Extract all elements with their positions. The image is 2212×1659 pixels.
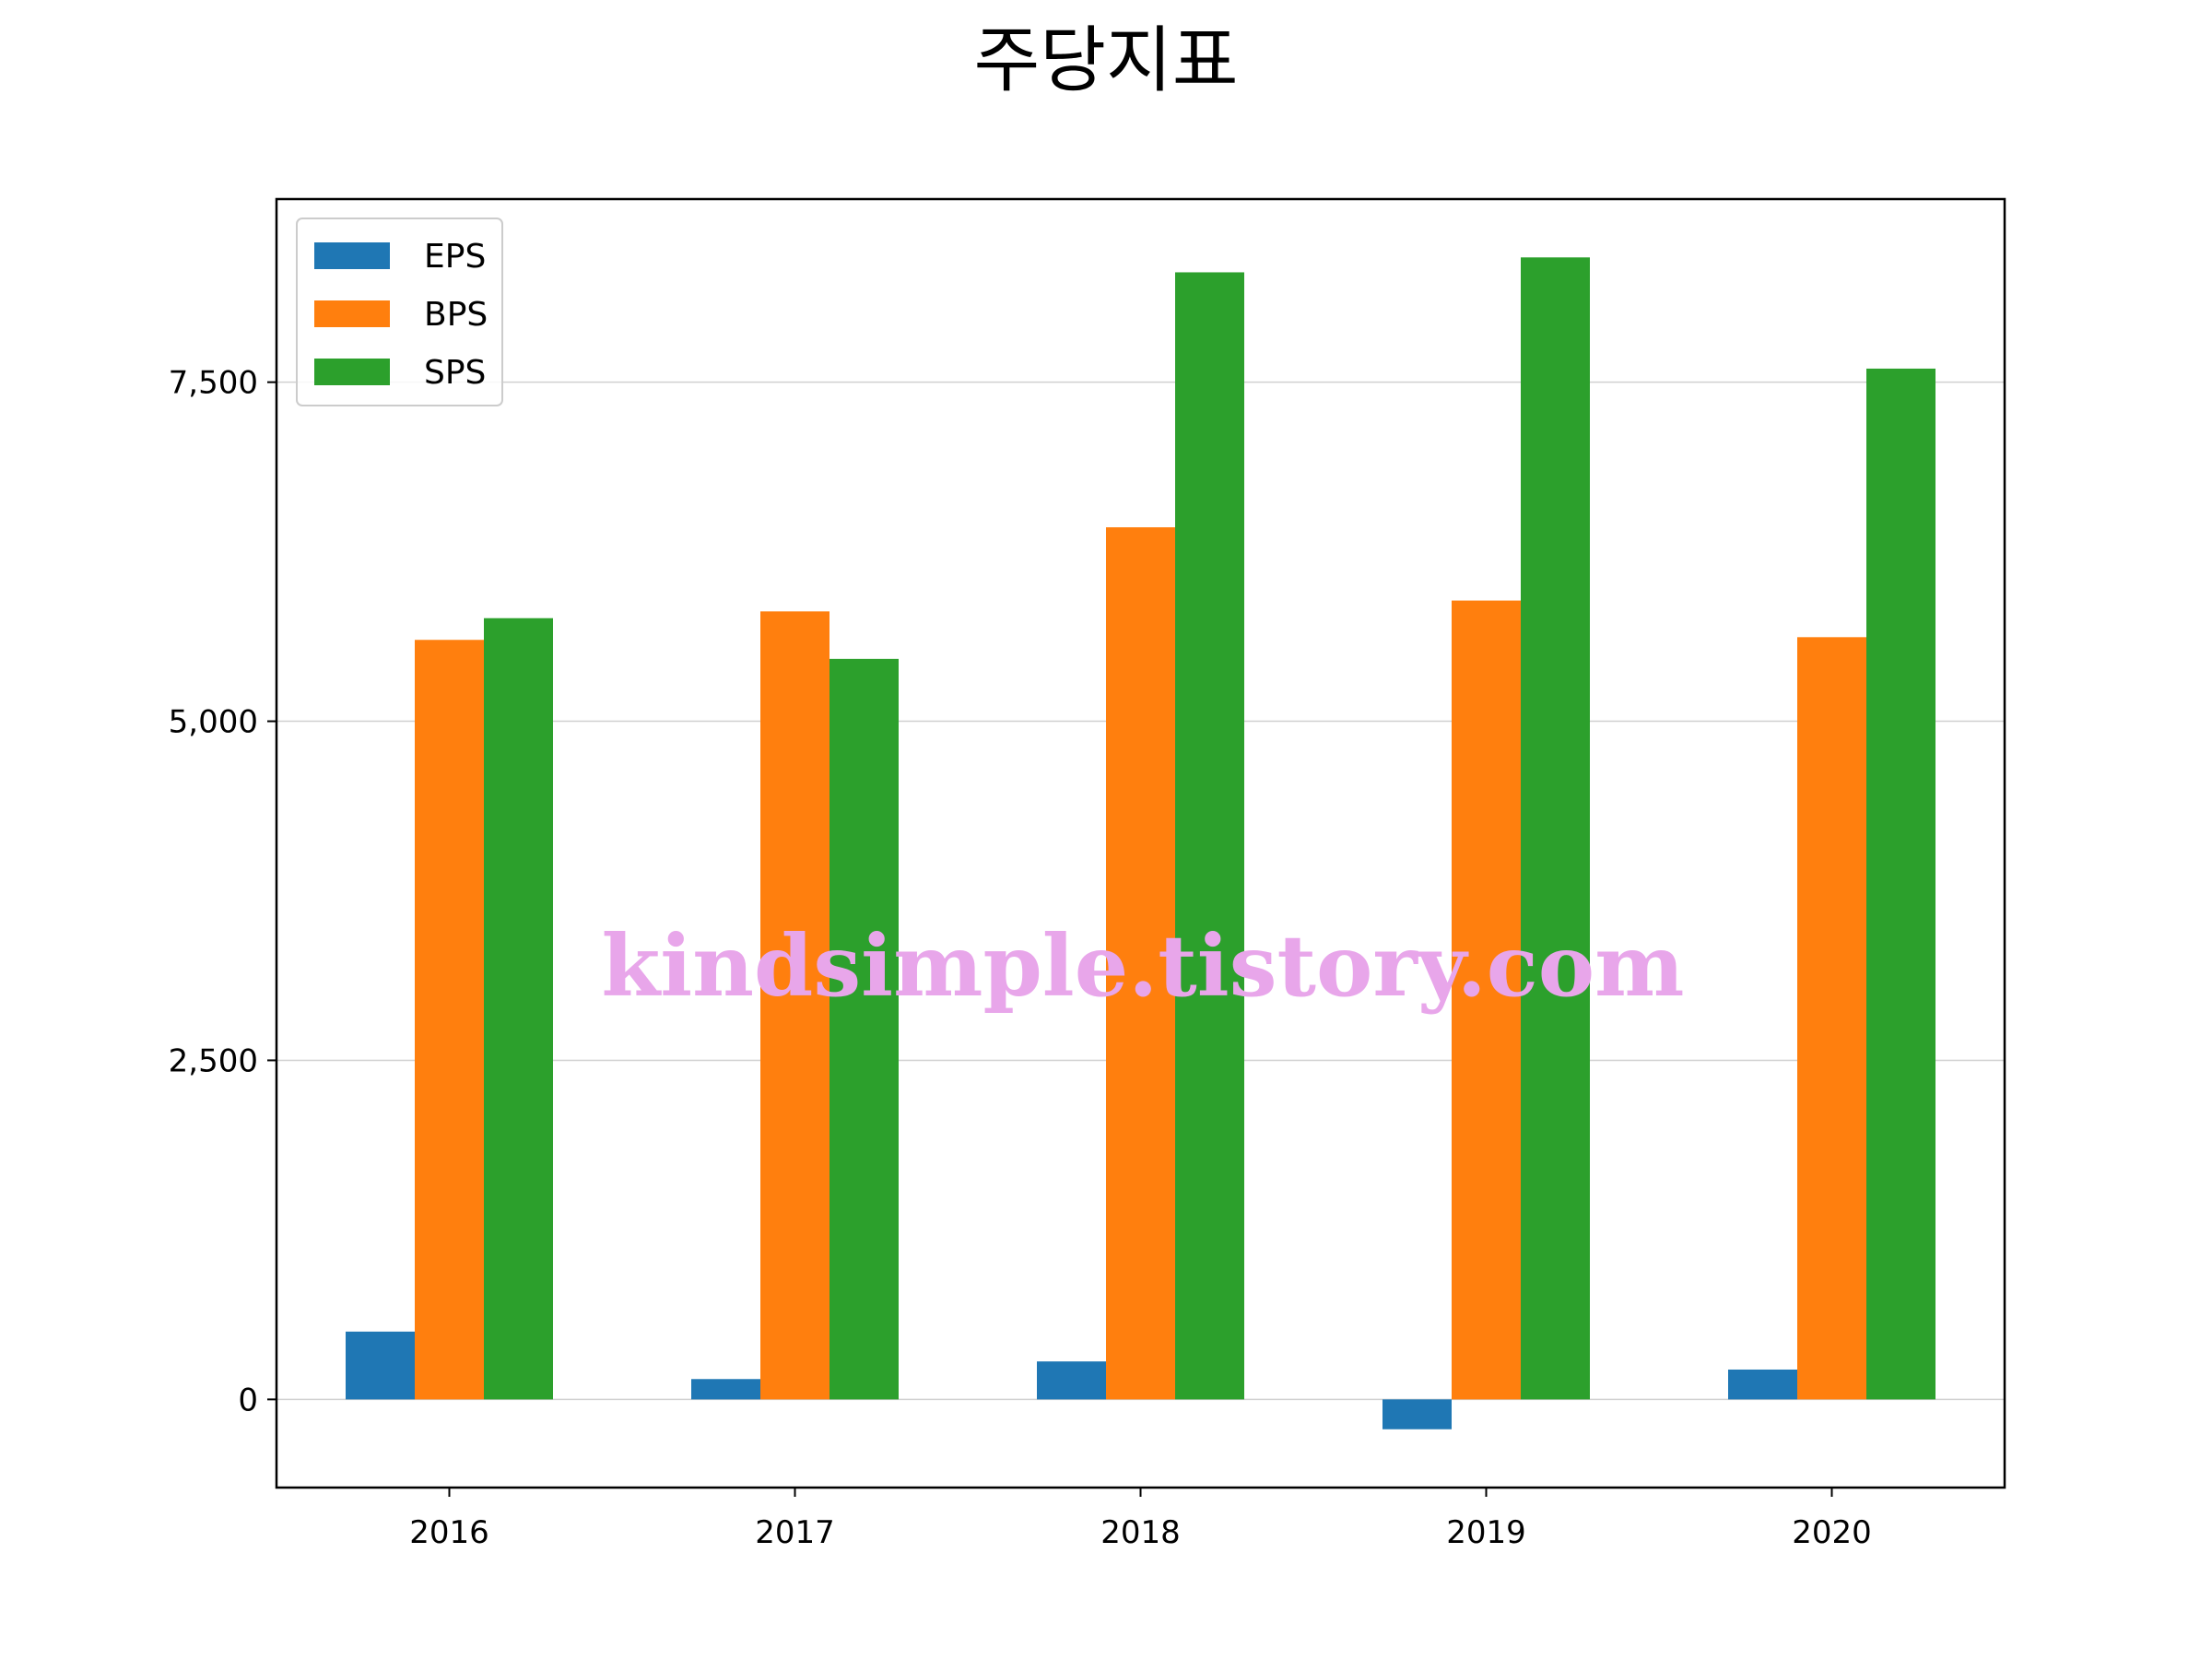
x-tick-label: 2019 — [1446, 1514, 1526, 1551]
x-axis: 2016 2017 2018 2019 2020 — [409, 1488, 1872, 1551]
bar-eps-2019 — [1382, 1399, 1452, 1430]
bar-sps-2019 — [1521, 257, 1590, 1400]
bars — [346, 257, 1936, 1430]
y-tick-label: 7,500 — [169, 365, 258, 402]
bar-sps-2016 — [484, 618, 553, 1400]
bar-sps-2017 — [830, 658, 899, 1400]
y-axis: 0 2,500 5,000 7,500 — [169, 365, 276, 1418]
y-tick-label: 0 — [238, 1382, 258, 1418]
y-tick-label: 2,500 — [169, 1042, 258, 1079]
bar-sps-2020 — [1866, 368, 1936, 1400]
legend-label-eps: EPS — [424, 238, 486, 276]
legend-swatch-eps — [314, 242, 390, 269]
legend: EPS BPS SPS — [296, 218, 503, 406]
bar-bps-2018 — [1106, 527, 1175, 1400]
x-tick-label: 2018 — [1100, 1514, 1181, 1551]
bar-eps-2020 — [1728, 1369, 1797, 1400]
bar-eps-2016 — [346, 1331, 415, 1400]
bar-bps-2017 — [760, 611, 830, 1400]
bar-eps-2017 — [691, 1379, 760, 1400]
x-tick-label: 2017 — [755, 1514, 835, 1551]
legend-swatch-sps — [314, 359, 390, 385]
bar-bps-2020 — [1797, 637, 1866, 1400]
bar-sps-2018 — [1175, 272, 1244, 1400]
bar-eps-2018 — [1037, 1361, 1106, 1400]
bar-bps-2019 — [1452, 600, 1521, 1400]
x-tick-label: 2020 — [1792, 1514, 1872, 1551]
x-tick-label: 2016 — [409, 1514, 489, 1551]
legend-label-sps: SPS — [424, 354, 486, 392]
chart-title: 주당지표 — [973, 19, 1238, 102]
legend-label-bps: BPS — [424, 296, 488, 334]
legend-swatch-bps — [314, 300, 390, 327]
watermark-text: kindsimple.tistory.com — [601, 916, 1684, 1016]
y-tick-label: 5,000 — [169, 704, 258, 741]
bar-bps-2016 — [415, 640, 484, 1400]
